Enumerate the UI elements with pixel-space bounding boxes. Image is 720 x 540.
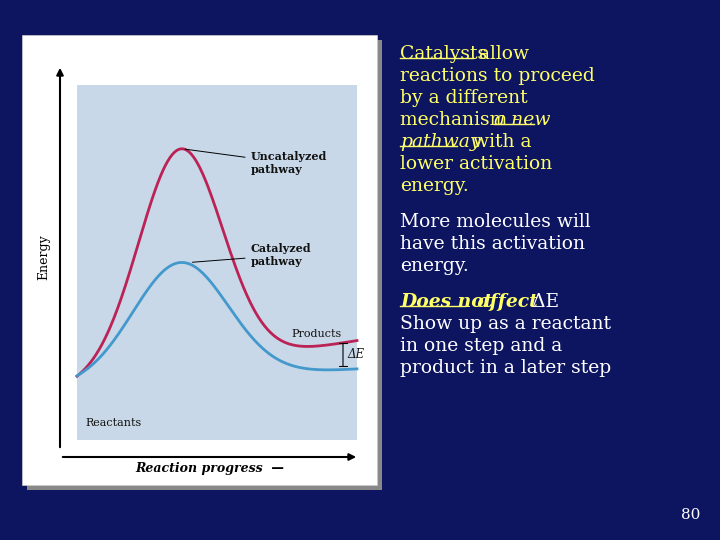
Bar xyxy=(22,35,377,485)
Text: Energy: Energy xyxy=(37,234,50,280)
Text: More molecules will: More molecules will xyxy=(400,213,590,231)
Text: Uncatalyzed
pathway: Uncatalyzed pathway xyxy=(185,149,327,175)
Text: ΔE: ΔE xyxy=(526,293,559,311)
Bar xyxy=(27,40,382,490)
Text: product in a later step: product in a later step xyxy=(400,359,611,377)
Bar xyxy=(77,85,357,440)
Text: allow: allow xyxy=(473,45,529,63)
Text: Products: Products xyxy=(291,329,341,339)
Text: affect: affect xyxy=(471,293,538,311)
Text: pathway: pathway xyxy=(400,133,480,151)
Text: reactions to proceed: reactions to proceed xyxy=(400,67,595,85)
Text: by a different: by a different xyxy=(400,89,528,107)
Text: Catalysts: Catalysts xyxy=(400,45,487,63)
Text: Does not: Does not xyxy=(400,293,492,311)
Text: mechanism -: mechanism - xyxy=(400,111,526,129)
Text: with a: with a xyxy=(461,133,531,151)
Text: 80: 80 xyxy=(680,508,700,522)
Text: energy.: energy. xyxy=(400,257,469,275)
Text: Catalyzed
pathway: Catalyzed pathway xyxy=(192,244,311,267)
Text: Reactants: Reactants xyxy=(85,418,141,428)
Text: have this activation: have this activation xyxy=(400,235,585,253)
Text: a new: a new xyxy=(494,111,550,129)
Text: in one step and a: in one step and a xyxy=(400,337,562,355)
Text: lower activation: lower activation xyxy=(400,155,552,173)
Text: ΔE: ΔE xyxy=(347,348,364,361)
Text: Reaction progress  —: Reaction progress — xyxy=(135,462,284,475)
Text: Show up as a reactant: Show up as a reactant xyxy=(400,315,611,333)
Text: energy.: energy. xyxy=(400,177,469,195)
